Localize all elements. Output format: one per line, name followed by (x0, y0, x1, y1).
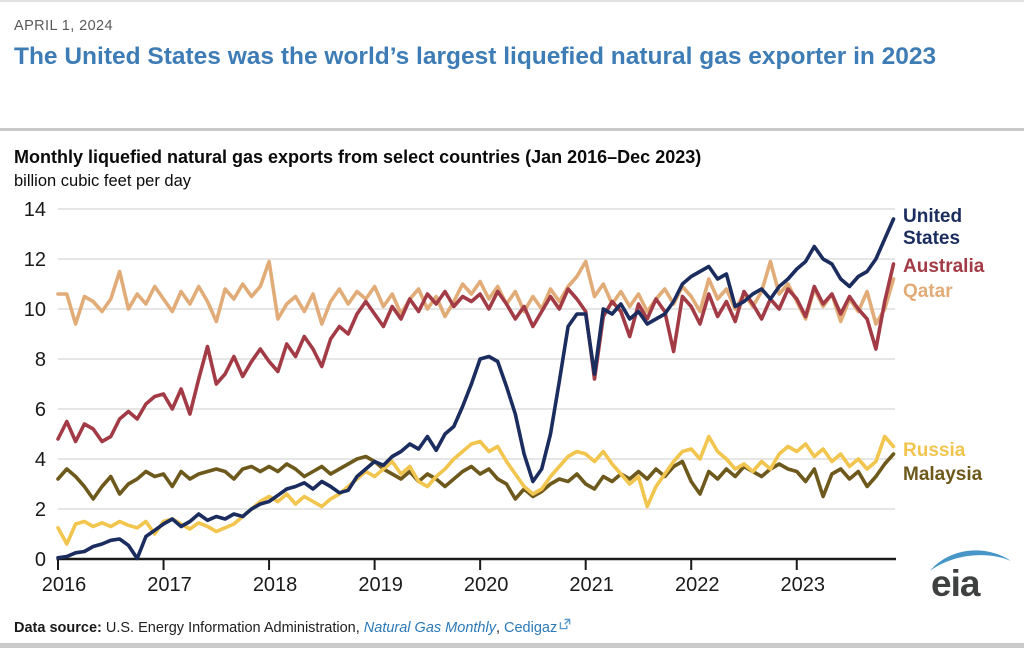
x-tick-label: 2016 (42, 574, 87, 596)
chart-canvas: 0 2 4 6 8 10 12 14 2016 2017 2018 2019 2020 2021 2022 2… (24, 199, 896, 596)
headline-divider-rule (0, 128, 1024, 131)
legend-label-malaysia: Malaysia (903, 464, 983, 485)
data-source-line: Data source: U.S. Energy Information Adm… (14, 618, 1004, 636)
bottom-border-rule (0, 643, 1024, 648)
y-tick-label: 2 (35, 499, 46, 521)
article-headline: The United States was the world’s larges… (14, 43, 937, 70)
data-source-text: U.S. Energy Information Administration, (105, 620, 360, 636)
y-tick-label: 10 (24, 299, 46, 321)
x-tick-label: 2023 (781, 574, 826, 596)
y-tick-label: 14 (24, 199, 46, 221)
data-source-label: Data source: (14, 620, 102, 636)
cedigaz-link[interactable]: Cedigaz (504, 618, 571, 636)
x-tick-label: 2022 (675, 574, 720, 596)
svg-text:eia: eia (931, 563, 981, 604)
eia-logo-swoosh (930, 550, 1011, 571)
x-tick-label: 2018 (253, 574, 298, 596)
chart-title: Monthly liquefied natural gas exports fr… (14, 147, 702, 167)
series-line-united-states (56, 217, 896, 561)
y-tick-label: 8 (35, 349, 46, 371)
legend-label-qatar: Qatar (903, 281, 953, 302)
series-line-australia (56, 262, 896, 444)
legend-label-australia: Australia (903, 256, 985, 277)
natural-gas-monthly-link[interactable]: Natural Gas Monthly (363, 620, 496, 636)
x-tick-label: 2017 (147, 574, 192, 596)
top-border-rule (0, 0, 1024, 2)
y-tick-label: 6 (35, 399, 46, 421)
series-line-qatar (56, 259, 896, 326)
x-tick-label: 2021 (569, 574, 614, 596)
separator-comma: , (495, 620, 500, 636)
lng-exports-line-chart: 0 2 4 6 8 10 12 14 2016 2017 2018 2019 2020 2021 2022 2… (0, 196, 1024, 600)
y-tick-label: 0 (35, 549, 46, 571)
series-line-malaysia (56, 452, 896, 501)
legend-label-united-states: United States (903, 206, 963, 249)
y-tick-label: 12 (24, 249, 46, 271)
external-link-icon (559, 618, 571, 630)
y-tick-label: 4 (35, 449, 46, 471)
legend-label-russia: Russia (903, 440, 966, 461)
x-tick-label: 2020 (464, 574, 509, 596)
x-tick-label: 2019 (358, 574, 403, 596)
publish-date: APRIL 1, 2024 (14, 18, 113, 34)
series-line-russia (56, 434, 896, 546)
eia-logo: eia (930, 550, 1011, 604)
chart-unit-label: billion cubic feet per day (14, 172, 192, 190)
